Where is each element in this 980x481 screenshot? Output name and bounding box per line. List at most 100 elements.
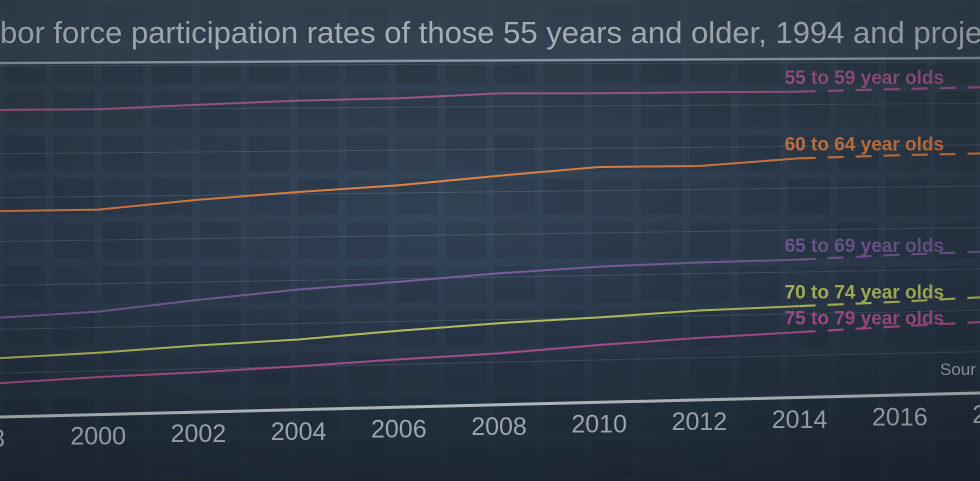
wall-tile	[249, 441, 290, 477]
wall-tile	[690, 266, 731, 303]
wall-tile	[592, 222, 633, 259]
data-point	[398, 281, 400, 283]
wall-tile	[543, 178, 584, 215]
data-point	[197, 299, 200, 301]
wall-tile	[4, 353, 45, 390]
wall-tile	[739, 178, 780, 215]
data-point	[698, 91, 701, 94]
data-point	[398, 184, 400, 187]
series-label: 75 to 79 year olds	[785, 308, 944, 329]
wall-tile	[151, 222, 192, 259]
x-tick-label: 2004	[271, 418, 327, 446]
wall-tile	[690, 441, 731, 477]
wall-tile	[592, 91, 633, 128]
wall-tile	[788, 353, 829, 390]
wall-tile	[200, 135, 241, 171]
wall-tile	[886, 91, 927, 128]
wall-tile	[298, 135, 339, 171]
wall-tile	[102, 310, 143, 346]
data-point	[297, 288, 300, 291]
wall-tile	[445, 91, 486, 128]
wall-tile	[347, 441, 388, 477]
wall-tile	[543, 441, 584, 477]
wall-tile	[886, 178, 927, 215]
wall-tile	[445, 135, 486, 171]
wall-tile	[102, 266, 143, 303]
data-point	[97, 376, 99, 378]
wall-tile	[347, 353, 388, 390]
x-tick-label: 2016	[872, 403, 928, 431]
data-point	[297, 191, 300, 193]
data-point	[97, 310, 99, 313]
wall-tile	[396, 222, 437, 259]
wall-tile	[249, 178, 290, 215]
wall-tile	[739, 441, 780, 477]
data-point	[798, 90, 801, 93]
wall-tile	[347, 222, 388, 259]
wall-tile	[347, 91, 388, 128]
series-label: 65 to 69 year olds	[785, 236, 944, 257]
wall-tile	[347, 310, 388, 346]
data-point	[598, 166, 600, 168]
wall-tile	[641, 222, 682, 259]
wall-tile	[102, 353, 143, 390]
series-label: 70 to 74 year olds	[785, 282, 944, 303]
x-tick-label: 2018	[972, 401, 980, 429]
wall-tile	[592, 266, 633, 303]
data-point	[798, 258, 801, 261]
x-tick-label: 8	[0, 425, 5, 453]
wall-tile	[445, 178, 486, 215]
wall-tile	[543, 135, 584, 171]
wall-tile	[494, 353, 535, 390]
x-tick-label: 2008	[471, 413, 527, 441]
wall-tile	[935, 441, 976, 477]
wall-tile	[151, 135, 192, 171]
source-note: Sour	[940, 360, 976, 379]
data-point	[197, 103, 200, 106]
wall-tile	[396, 266, 437, 303]
data-point	[598, 92, 600, 95]
wall-tile	[200, 222, 241, 259]
wall-tile	[935, 178, 976, 215]
wall-tile	[445, 441, 486, 477]
wall-tile	[445, 310, 486, 346]
data-point	[698, 309, 701, 312]
wall-tile	[298, 266, 339, 303]
wall-tile	[543, 91, 584, 128]
data-point	[698, 165, 701, 167]
wall-tile	[592, 135, 633, 171]
wall-tile	[837, 441, 878, 477]
wall-tile	[788, 91, 829, 128]
x-tick-label: 2006	[371, 415, 427, 443]
x-tick-label: 2010	[571, 411, 627, 439]
data-point	[197, 371, 200, 374]
wall-tile	[739, 222, 780, 259]
data-point	[798, 157, 801, 160]
data-point	[398, 358, 400, 361]
x-tick-label: 2002	[171, 420, 227, 448]
wall-tile	[298, 222, 339, 259]
data-point	[398, 97, 400, 100]
data-point	[698, 337, 701, 339]
wall-tile	[788, 441, 829, 477]
data-point	[197, 198, 200, 201]
wall-tile	[249, 91, 290, 128]
wall-tile	[347, 178, 388, 215]
wall-tile	[837, 178, 878, 215]
data-point	[297, 99, 300, 102]
wall-tile	[690, 178, 731, 215]
data-point	[398, 329, 400, 332]
x-tick-label: 2000	[70, 423, 126, 451]
wall-tile	[494, 441, 535, 477]
wall-tile	[739, 310, 780, 346]
x-tick-label: 2012	[672, 408, 728, 436]
wall-tile	[886, 353, 927, 390]
wall-tile	[249, 135, 290, 171]
wall-tile	[151, 178, 192, 215]
wall-tile	[249, 222, 290, 259]
wall-tile	[200, 91, 241, 128]
data-point	[498, 92, 500, 95]
data-point	[598, 316, 600, 319]
wall-tile	[494, 91, 535, 128]
